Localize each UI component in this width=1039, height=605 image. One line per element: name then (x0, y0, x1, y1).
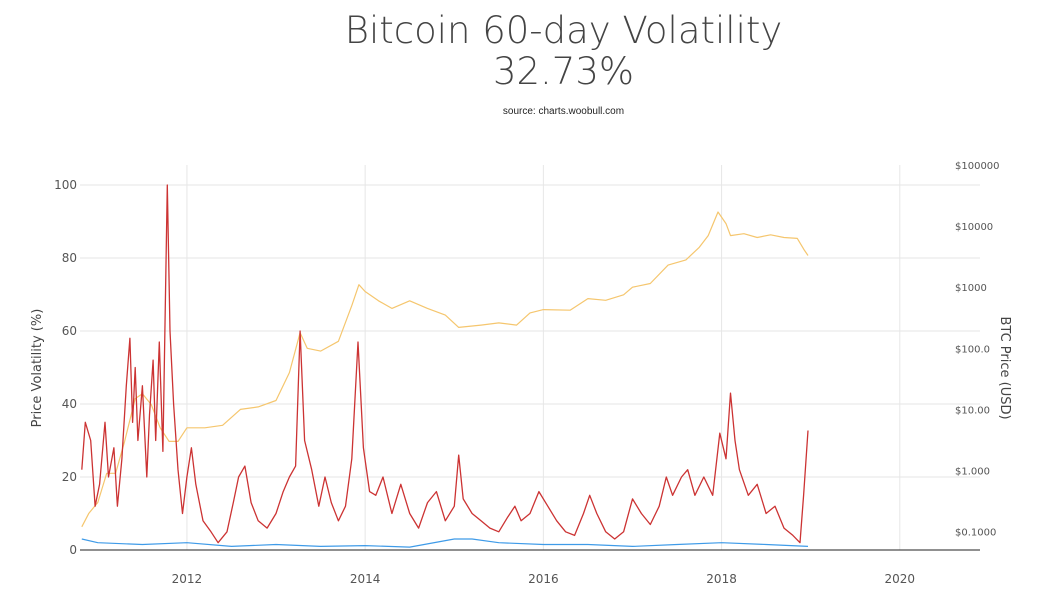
y2-tick-label: $10.00 (955, 405, 990, 416)
axes: 2012 2014 2016 2018 2020 0 20 40 60 80 100 $0.1000 $… (54, 161, 999, 586)
title-block: Bitcoin 60-day Volatility 32.73% source:… (0, 10, 1039, 117)
y2-tick-label: $1000 (955, 283, 987, 294)
x-tick-label: 2012 (172, 572, 203, 586)
y-tick-label: 60 (62, 324, 77, 338)
price-line (81, 211, 809, 528)
low-series-line (81, 538, 809, 548)
y2-tick-label: $0.1000 (955, 528, 996, 539)
y-tick-label: 80 (62, 251, 77, 265)
volatility-line (81, 184, 809, 544)
chart-source: source: charts.woobull.com (502, 106, 625, 117)
y2-tick-label: $100.0 (955, 344, 990, 355)
x-tick-label: 2014 (350, 572, 381, 586)
y2-tick-label: $10000 (955, 222, 993, 233)
series-group (81, 184, 809, 548)
chart-title: Bitcoin 60-day Volatility (344, 9, 783, 52)
y-tick-label: 40 (62, 397, 77, 411)
y-tick-label: 20 (62, 470, 77, 484)
y2-tick-label: $1.000 (955, 467, 990, 478)
y2-tick-label: $100000 (955, 161, 1000, 172)
chart-subtitle: 32.73% (492, 50, 635, 93)
y-axis-title: Price Volatility (%) (30, 309, 45, 428)
x-tick-label: 2020 (885, 572, 916, 586)
grid (80, 165, 980, 550)
y-tick-label: 100 (54, 178, 77, 192)
y2-axis-title: BTC Price (USD) (997, 316, 1012, 419)
x-tick-label: 2018 (706, 572, 737, 586)
x-tick-label: 2016 (528, 572, 559, 586)
y-tick-label: 0 (69, 543, 77, 557)
